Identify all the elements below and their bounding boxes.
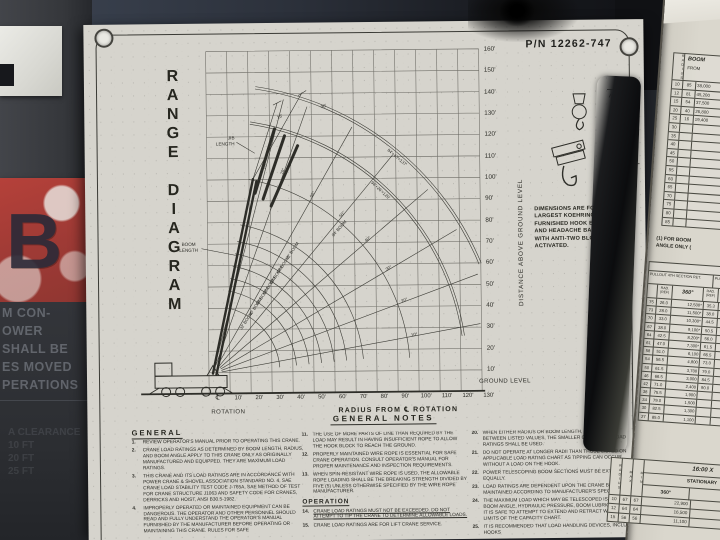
label-text-fragment: M CON-: [2, 306, 51, 320]
y-axis-tick: 100': [484, 173, 497, 181]
note-item: 12. PROPERLY MAINTAINED WIRE ROPE IS ESS…: [301, 450, 457, 470]
x-axis-tick: 30': [276, 394, 285, 401]
label-text-fragment: SHALL BE: [2, 342, 69, 356]
y-axis-tick: 60': [485, 259, 495, 267]
rotation-label: ROTATION: [211, 409, 246, 416]
x-axis-tick: 70': [359, 393, 368, 401]
note-item: 3. THIS CRANE AND ITS LOAD RATINGS ARE I…: [132, 472, 301, 503]
rad-ref-header: RAD. (REF): [703, 287, 719, 302]
general-heading: GENERAL: [131, 427, 183, 440]
y-axis-tick: 70': [485, 237, 494, 245]
label-text-fragment: PERATIONS: [2, 378, 79, 392]
x-axis-tick: 20': [255, 395, 264, 402]
label-faint-fragment: 20 FT: [8, 453, 35, 464]
y-axis-tick: 30': [486, 323, 495, 331]
note-item: 2. CRANE LOAD RATINGS AS DETERMINED BY B…: [131, 447, 304, 472]
sheave-pin-icon: [576, 143, 582, 149]
x-axis-tick: 90': [401, 393, 410, 400]
footnote-line: ANGLE ONLY (: [655, 242, 692, 251]
mounting-hole-icon: [94, 28, 114, 48]
rad-ref-header: RAD. (REF): [657, 284, 674, 299]
sticker-big-letter: B: [6, 197, 63, 285]
worn-sticker: [0, 26, 62, 96]
shackle-icon: [572, 93, 586, 105]
x-axis-tick: 60': [338, 394, 347, 401]
table-footnote: (1) FOR BOOM ANGLE ONLY (: [656, 235, 692, 251]
boom-angle-table: RADIUS BOOM FROM 10 85 38,000 12 81 45,2…: [661, 52, 720, 234]
label-faint-fragment: 25 FT: [8, 466, 35, 477]
x-axis-tick: 120': [462, 392, 474, 399]
x-axis-tick: 100': [420, 393, 432, 400]
note-item: 15. CRANE LOAD RATINGS ARE FOR LIFT CRAN…: [302, 521, 443, 529]
hook-block-sheave: [551, 139, 586, 158]
note-item: 25. IT IS RECOMMENDED THAT LOAD HANDLING…: [472, 522, 639, 536]
y-axis-tick: 110': [484, 152, 496, 160]
from-subheader: FROM: [687, 65, 701, 72]
y-axis-tick: 80': [485, 216, 494, 224]
range-diagram-placard: RANGE DIAGRAM P/N 12262-747 10° 20° 30° 40°…: [83, 19, 649, 540]
general-notes-column-1: GENERAL 1. REVIEW OPERATOR'S MANUAL PRIO…: [131, 427, 305, 540]
sticker-letter-fragment: [0, 64, 14, 86]
stationary-load-table: RADIUS MAX MIN 16:00 X STATIONARY 360° S…: [606, 456, 720, 533]
y-axis-tick: 50': [486, 280, 495, 288]
note-item: 4. IMPROPERLY OPERATED OR MAINTAINED EQU…: [132, 504, 296, 535]
y-axis-tick: 90': [485, 195, 494, 203]
y-axis-tick: 140': [483, 88, 496, 96]
placard-bent-corner: [663, 0, 720, 32]
y-axis-tick: 120': [484, 131, 497, 139]
note-item: 14. CRANE LOAD RATINGS MUST NOT BE EXCEE…: [302, 507, 468, 520]
hook-block-body: [555, 149, 586, 166]
note-item: 1. REVIEW OPERATOR'S MANUAL PRIOR TO OPE…: [131, 438, 300, 446]
label-text-fragment: OWER: [2, 324, 43, 338]
machine-frame-strip: B M CON- OWER SHALL BE ES MOVED PERATIONS A …: [0, 0, 92, 540]
general-notes-column-2: 11. THE USE OF MORE PARTS OF LINE THAN R…: [302, 431, 469, 540]
note-item: 13. WHEN SPIN-RESISTANT WIRE ROPE IS USE…: [302, 470, 467, 495]
x-axis-tick: 40': [297, 394, 305, 401]
y-axis-tick: 150': [483, 66, 496, 75]
headache-ball-icon: [571, 104, 587, 120]
y-axis-tick: 10': [486, 365, 496, 373]
x-axis-tick: 110': [441, 393, 453, 400]
x-axis-tick: 130': [483, 392, 495, 399]
y-axis: 160' 150' 140' 130' 120' 110' 100' 90' 80' 70' 60'…: [483, 38, 517, 380]
operation-heading: OPERATION: [302, 497, 350, 507]
x-axis-tick: 80': [380, 393, 389, 400]
red-sticker: B: [0, 178, 88, 304]
y-axis-title: DISTANCE ABOVE GROUND LEVEL: [516, 178, 526, 307]
y-axis-tick: 20': [486, 344, 495, 352]
label-faint-fragment: 10 FT: [8, 440, 35, 451]
ground-level-label: GROUND LEVEL: [479, 378, 531, 385]
x-axis-tick: ℄: [215, 395, 220, 402]
x-axis-tick: 10': [234, 395, 243, 402]
burn-mark-core: [500, 0, 534, 26]
ball-hook-icon: [575, 118, 584, 131]
general-notes-heading: GENERAL NOTES: [303, 413, 463, 426]
placard-title: RANGE DIAGRAM: [163, 67, 184, 316]
hook-icon: [561, 165, 577, 187]
pullout-load-table: 0° OFFSET PULLOUT 4TH SECTION RET. PULLO…: [637, 261, 720, 430]
y-axis-tick: 130': [484, 109, 497, 117]
label-text-fragment: ES MOVED: [2, 360, 72, 374]
swing-arc-header: 360°: [672, 285, 705, 301]
x-axis-tick: 50': [318, 394, 326, 401]
label-faint-fragment: A CLEARANCE: [8, 427, 81, 438]
note-item: 11. THE USE OF MORE PARTS OF LINE THAN R…: [301, 431, 458, 450]
y-axis-tick: 40': [486, 301, 495, 309]
faded-warning-label: M CON- OWER SHALL BE ES MOVED PERATIONS A CL…: [0, 302, 92, 540]
label-divider: [0, 400, 92, 401]
